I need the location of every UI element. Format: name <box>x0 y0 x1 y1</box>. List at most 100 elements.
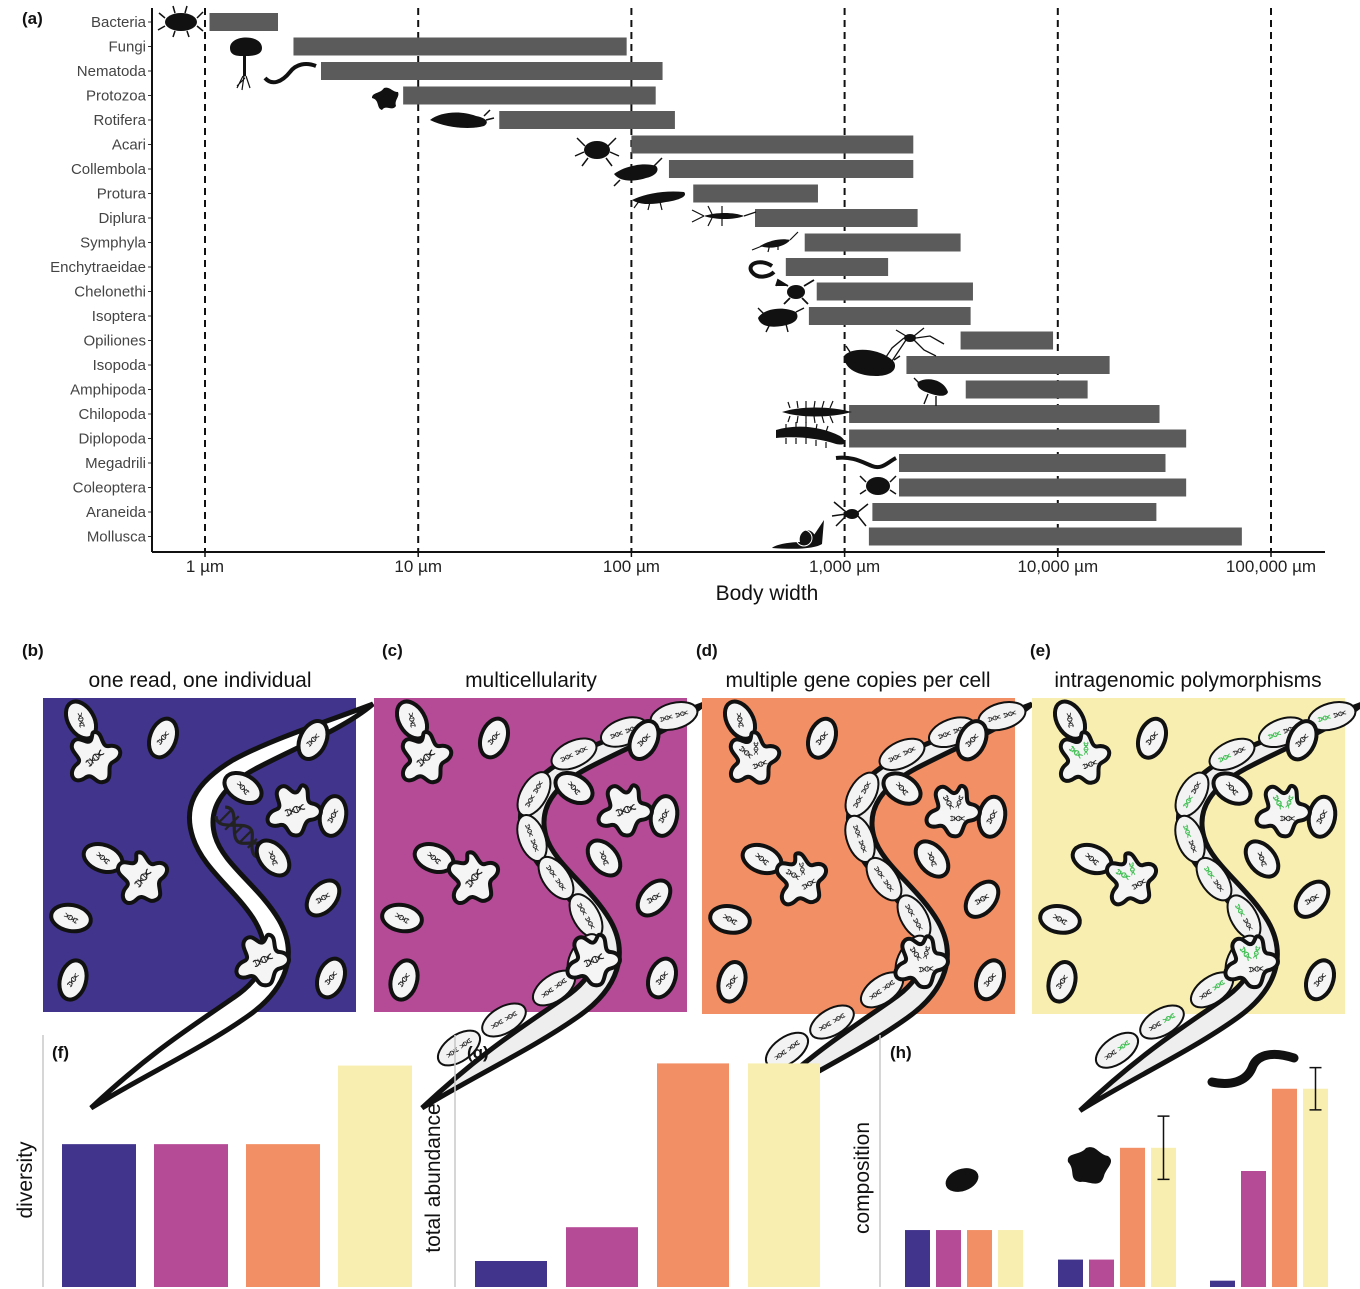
symphyla-icon <box>751 231 799 253</box>
category-label: Protura <box>97 186 147 203</box>
protura-icon <box>632 191 686 211</box>
category-label: Opiliones <box>83 333 146 350</box>
scenario-title-polymorphisms: intragenomic polymorphisms <box>1054 669 1321 692</box>
range-bar <box>899 478 1187 497</box>
range-bar <box>499 111 675 129</box>
composition-chart: (h) composition <box>851 1035 1328 1287</box>
range-bar <box>320 62 663 80</box>
diversity-y-label: diversity <box>14 1141 37 1219</box>
nematode-icon <box>1207 1049 1299 1088</box>
nematode-icon <box>263 62 317 85</box>
termite-icon <box>757 307 805 333</box>
panel-label-c: (c) <box>382 641 403 660</box>
worm-cell <box>1174 771 1210 818</box>
composition-y-label: composition <box>851 1122 874 1234</box>
rotifer-icon <box>430 109 495 128</box>
category-label: Araneida <box>86 504 147 521</box>
range-bar <box>755 209 918 227</box>
category-label: Coleoptera <box>73 480 147 497</box>
bar <box>1241 1171 1266 1287</box>
scenario-panel <box>702 696 1032 1110</box>
bar <box>1303 1088 1328 1287</box>
range-bar <box>906 356 1110 374</box>
worm-cell <box>809 1004 855 1040</box>
category-label: Amphipoda <box>70 382 147 399</box>
worm-cell <box>844 771 880 818</box>
millipede-icon <box>776 422 845 448</box>
error-bar <box>1157 1115 1170 1181</box>
x-tick-label: 100 µm <box>603 557 660 576</box>
x-tick-label: 1 µm <box>186 557 224 576</box>
x-tick-label: 10,000 µm <box>1017 557 1098 576</box>
category-label: Isopoda <box>93 357 147 374</box>
category-label: Diplopoda <box>78 431 146 448</box>
category-label: Protozoa <box>86 88 147 105</box>
amoeba-icon <box>1067 1147 1112 1184</box>
worm-cell <box>878 737 926 772</box>
bar <box>1210 1280 1235 1287</box>
panel-label-g: (g) <box>467 1043 489 1062</box>
x-tick-label: 10 µm <box>394 557 442 576</box>
panel-label-e: (e) <box>1030 641 1051 660</box>
bar <box>1089 1259 1114 1287</box>
bar <box>62 1144 136 1287</box>
worm-cell <box>550 737 598 771</box>
panel-label-a: (a) <box>22 9 43 28</box>
bar <box>1058 1259 1083 1287</box>
worm-cell <box>537 855 575 901</box>
bar <box>967 1230 992 1287</box>
range-bar <box>668 160 914 178</box>
scenario-panel <box>43 696 373 1108</box>
worm-cell <box>1208 737 1256 772</box>
range-bar <box>693 184 818 203</box>
bar <box>566 1227 638 1287</box>
mite-icon <box>574 137 620 167</box>
range-bar <box>899 454 1166 472</box>
category-label: Isoptera <box>92 308 147 325</box>
x-tick-label: 100,000 µm <box>1226 557 1316 576</box>
category-label: Chelonethi <box>74 284 146 301</box>
spider-icon <box>831 501 869 527</box>
category-label: Nematoda <box>77 63 147 80</box>
range-bar <box>872 503 1157 521</box>
bar <box>1272 1088 1297 1287</box>
bar <box>338 1065 412 1287</box>
category-label: Chilopoda <box>78 406 146 423</box>
scenario-panel <box>374 696 704 1108</box>
range-bar <box>965 380 1088 399</box>
bar <box>936 1230 961 1287</box>
x-tick-label: 1,000 µm <box>809 557 880 576</box>
panel-label-h: (h) <box>890 1043 912 1062</box>
bar <box>905 1230 930 1287</box>
scenario-title-gene-copies: multiple gene copies per cell <box>726 669 991 692</box>
range-bar <box>849 429 1187 448</box>
scenario-title-one-read: one read, one individual <box>88 669 311 692</box>
category-label: Bacteria <box>91 14 147 31</box>
abundance-chart: (g) total abundance <box>422 1035 820 1287</box>
worm-cell <box>516 771 552 817</box>
panel-label-d: (d) <box>696 641 718 660</box>
range-bar <box>785 258 889 276</box>
error-bar <box>1309 1066 1322 1111</box>
range-bar <box>960 331 1054 350</box>
pseudoscorpion-icon <box>775 278 815 305</box>
bar <box>154 1144 228 1287</box>
worm-cell <box>1139 1004 1185 1040</box>
category-label: Acari <box>112 137 146 154</box>
category-label: Diplura <box>98 210 146 227</box>
category-label: Symphyla <box>80 235 147 252</box>
taxon-silhouettes <box>157 5 948 549</box>
bacteria-icon <box>945 1168 979 1192</box>
bar <box>246 1144 320 1287</box>
isopod-icon <box>844 345 901 376</box>
bar <box>1120 1147 1145 1287</box>
enchytraeid-icon <box>748 260 776 279</box>
worm-cell <box>436 1029 482 1067</box>
scenario-title-multicellularity: multicellularity <box>465 669 597 692</box>
abundance-y-label: total abundance <box>422 1103 445 1252</box>
beetle-icon <box>859 475 897 495</box>
snail-icon <box>772 520 824 549</box>
bar <box>748 1063 820 1287</box>
scenario-illustrations: (b) (c) (d) (e) one read, one individual… <box>22 641 1360 1111</box>
